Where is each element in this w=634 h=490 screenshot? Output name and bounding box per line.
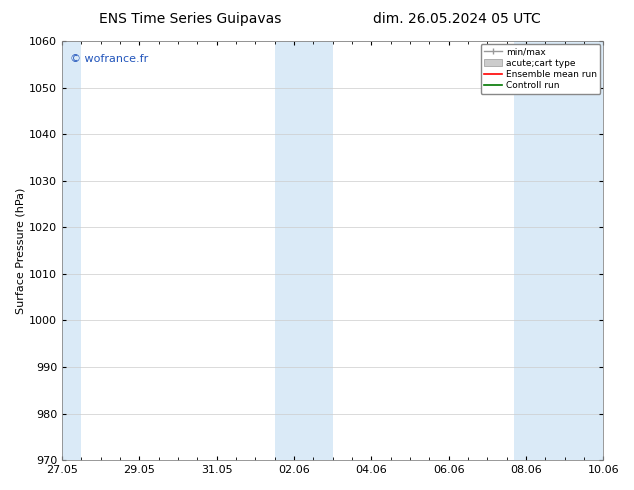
Legend: min/max, acute;cart type, Ensemble mean run, Controll run: min/max, acute;cart type, Ensemble mean … (481, 44, 600, 94)
Text: ENS Time Series Guipavas: ENS Time Series Guipavas (99, 12, 281, 26)
Bar (56, 41, 82, 460)
Y-axis label: Surface Pressure (hPa): Surface Pressure (hPa) (15, 187, 25, 314)
Bar (275, 41, 333, 460)
Text: dim. 26.05.2024 05 UTC: dim. 26.05.2024 05 UTC (373, 12, 540, 26)
Bar (514, 41, 609, 460)
Text: © wofrance.fr: © wofrance.fr (70, 53, 148, 64)
